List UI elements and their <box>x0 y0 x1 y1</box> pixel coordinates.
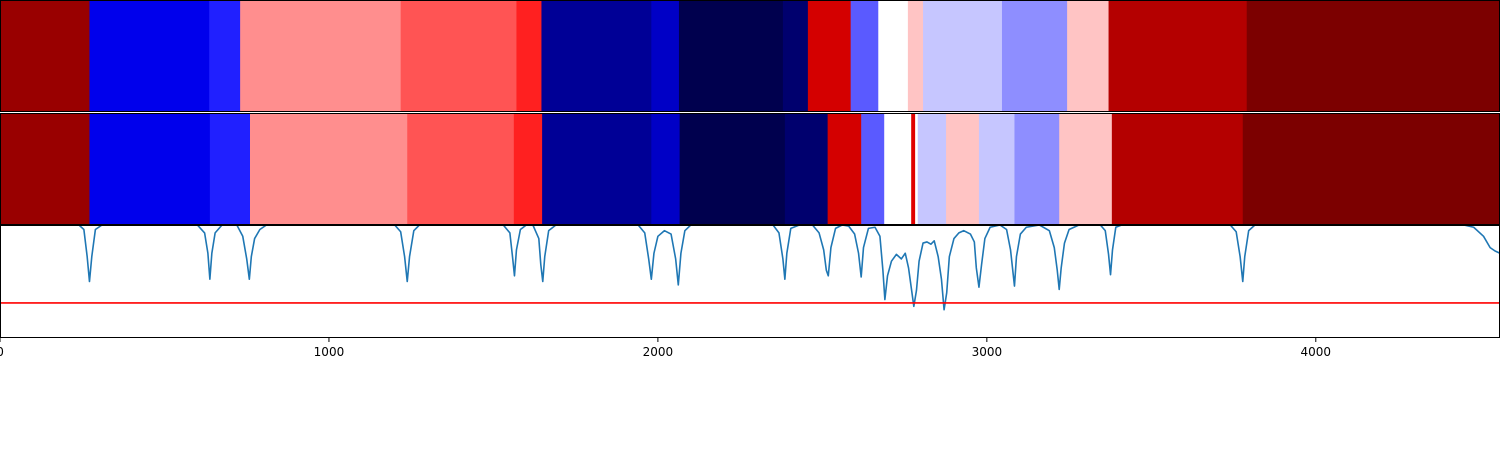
heatmap-segment <box>209 0 241 112</box>
heatmap-segment <box>978 113 1016 225</box>
heatmap-bottom <box>0 113 1500 225</box>
heatmap-segment <box>651 0 680 112</box>
heatmap-segment <box>1111 113 1244 225</box>
heatmap-segment <box>541 0 652 112</box>
x-tick-label: 0 <box>0 345 4 359</box>
heatmap-segment <box>240 0 402 112</box>
heatmap-segment <box>907 0 924 112</box>
heatmap-segment <box>679 113 786 225</box>
x-tick-label: 2000 <box>643 345 674 359</box>
heatmap-segment <box>0 113 91 225</box>
heatmap-segment <box>209 113 251 225</box>
heatmap-segment <box>400 0 518 112</box>
x-tick-label: 4000 <box>1301 345 1332 359</box>
signal-line <box>0 225 1500 311</box>
line-panel <box>0 225 1500 311</box>
heatmap-segment <box>1014 113 1060 225</box>
heatmap-segment <box>407 113 515 225</box>
heatmap-segment <box>917 113 947 225</box>
x-axis: 0 1000 2000 3000 4000 <box>0 338 1331 359</box>
heatmap-segment <box>1108 0 1248 112</box>
heatmap-segment <box>915 113 919 225</box>
heatmap-top <box>0 0 1500 112</box>
heatmap-segment <box>1067 0 1110 112</box>
heatmap-segment <box>784 113 829 225</box>
heatmap-segment <box>89 0 210 112</box>
heatmap-segment <box>884 113 912 225</box>
heatmap-segment <box>1059 113 1113 225</box>
heatmap-segment <box>827 113 862 225</box>
heatmap-segment <box>1246 0 1500 112</box>
heatmap-segment <box>878 0 909 112</box>
heatmap-segment <box>0 0 91 112</box>
x-tick-label: 3000 <box>972 345 1003 359</box>
heatmap-segment <box>250 113 408 225</box>
heatmap-segment <box>923 0 1003 112</box>
heatmap-segment <box>678 0 784 112</box>
heatmap-segment <box>651 113 681 225</box>
heatmap-segment <box>782 0 809 112</box>
heatmap-segment <box>861 113 885 225</box>
heatmap-segment <box>89 113 211 225</box>
heatmap-segment <box>542 113 652 225</box>
heatmap-segment <box>850 0 879 112</box>
heatmap-segment <box>1242 113 1500 225</box>
heatmap-segment <box>911 113 916 225</box>
heatmap-segment <box>807 0 852 112</box>
heatmap-segment <box>516 0 543 112</box>
heatmap-segment <box>946 113 980 225</box>
x-tick-label: 1000 <box>314 345 345 359</box>
heatmap-segment <box>513 113 543 225</box>
heatmap-segment <box>1001 0 1068 112</box>
